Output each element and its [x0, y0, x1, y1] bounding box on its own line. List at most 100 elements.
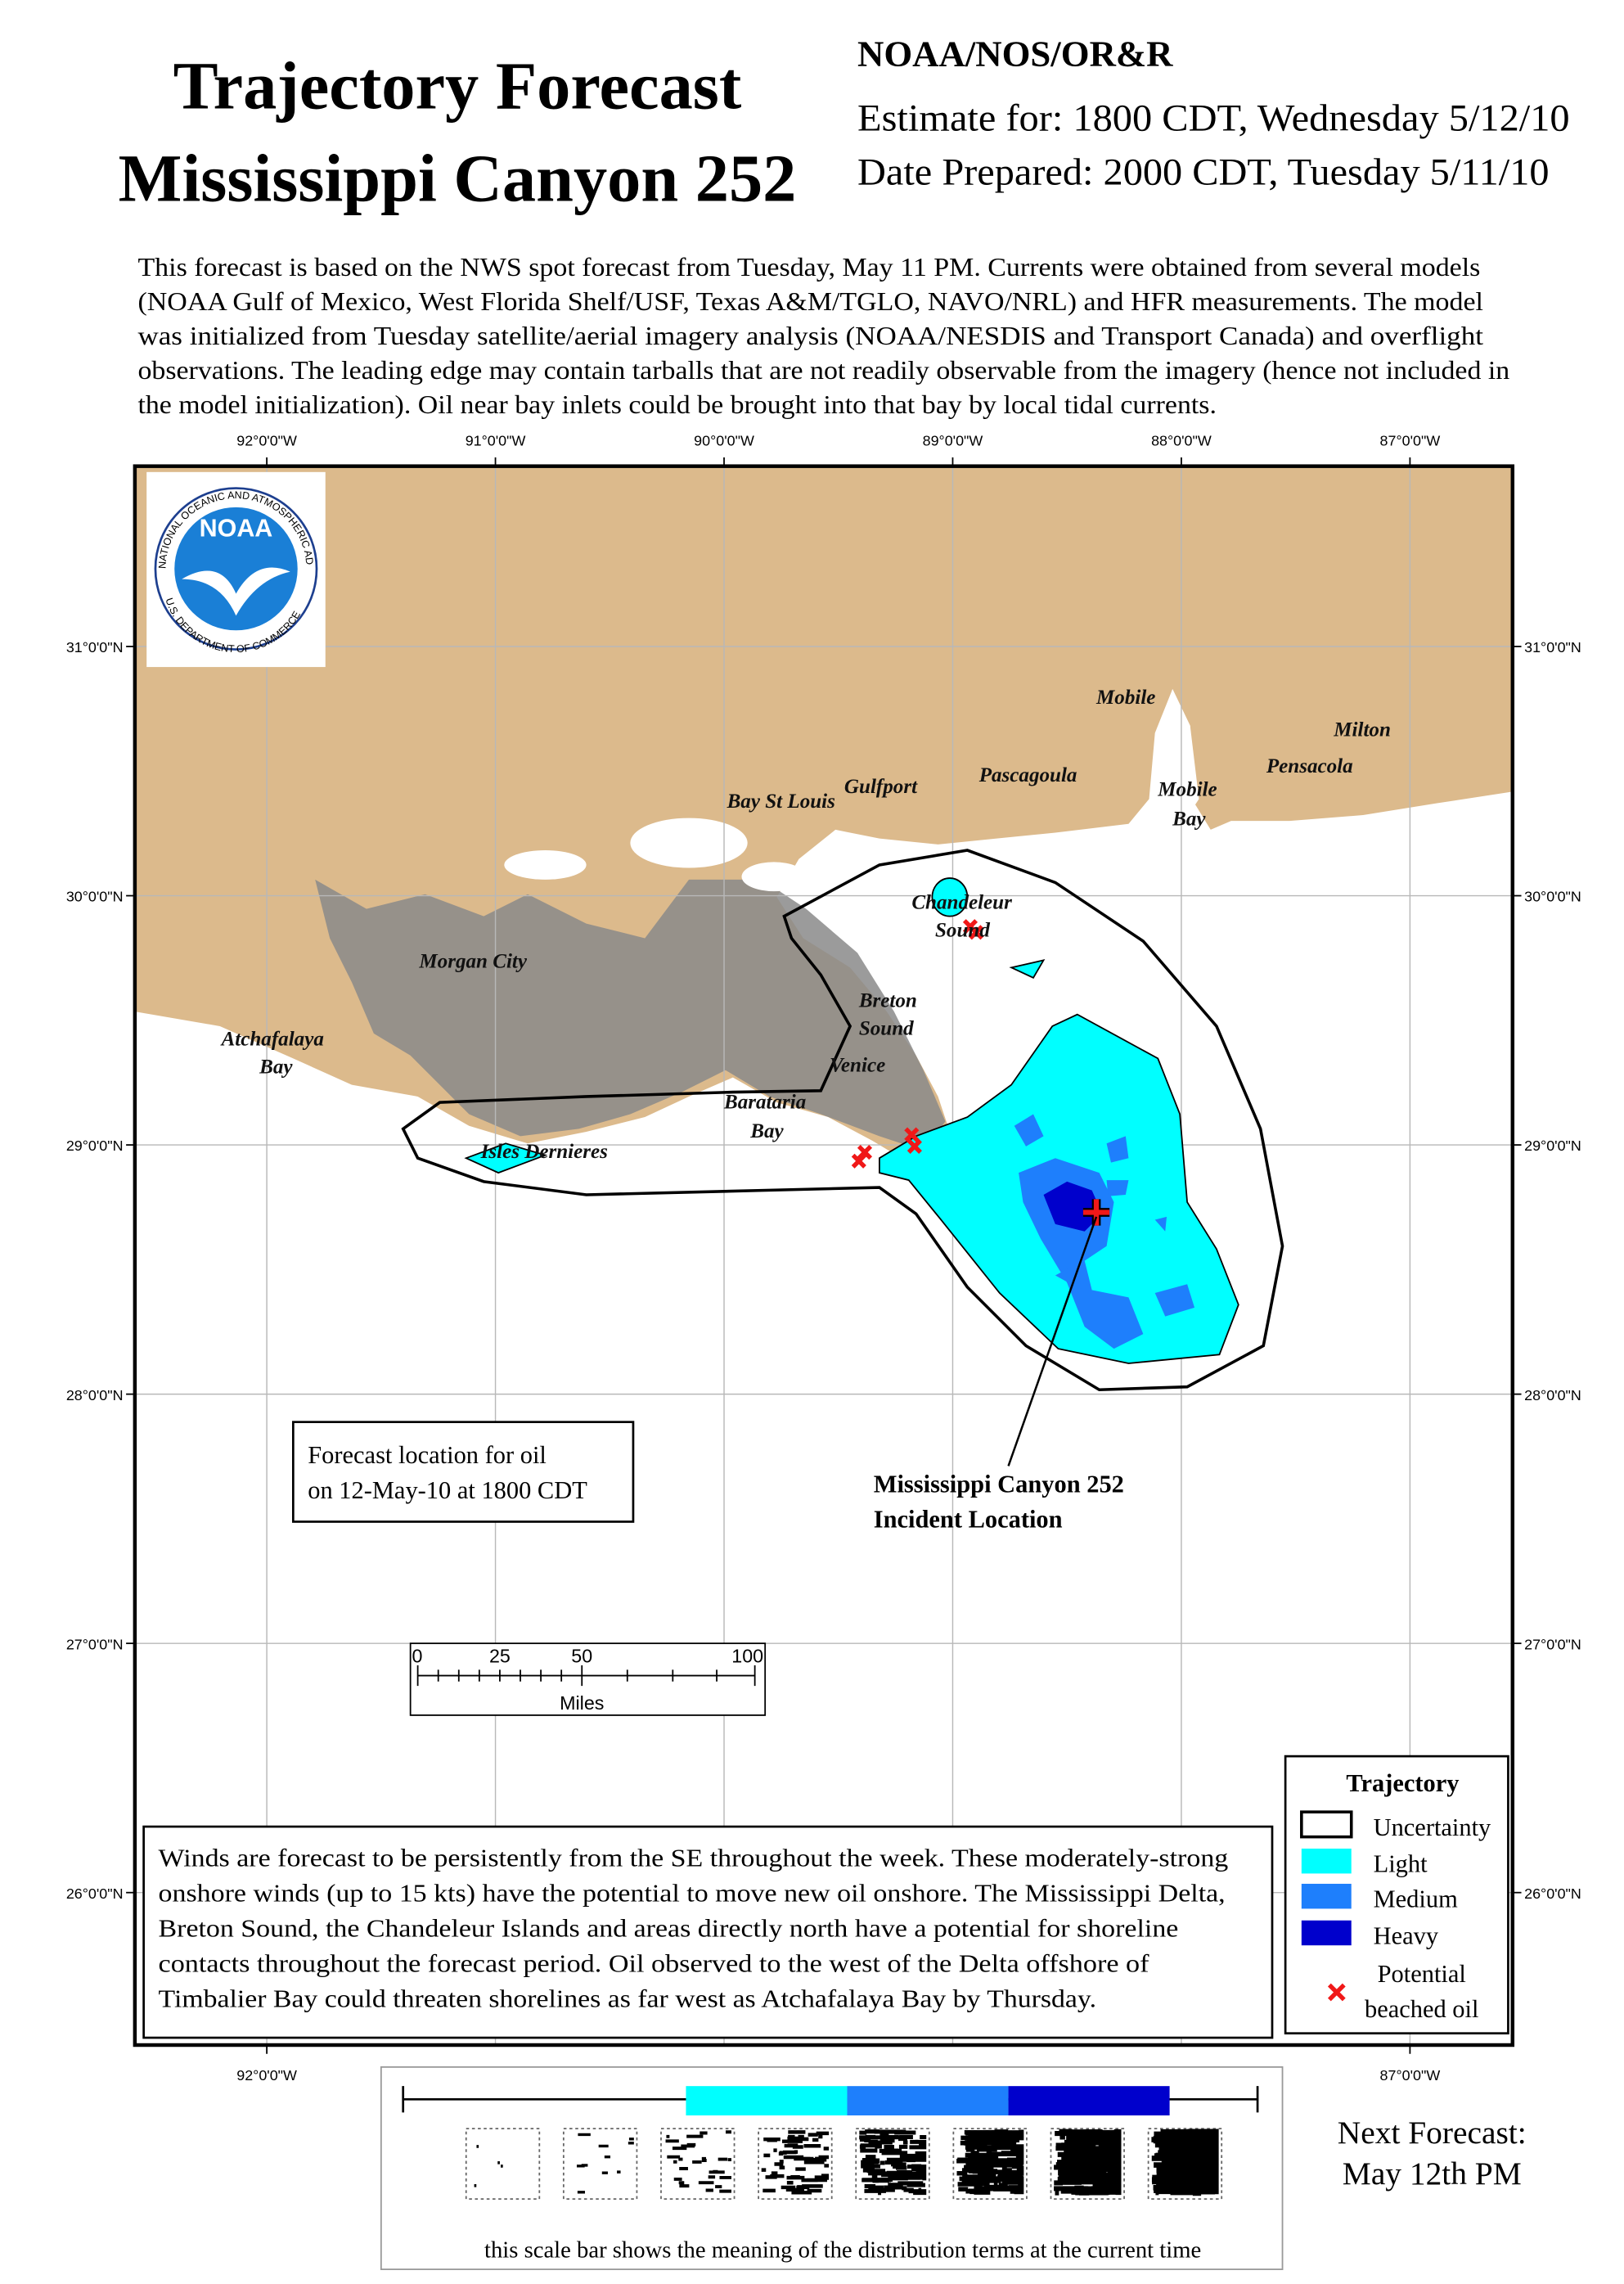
winds-line: contacts throughout the forecast period.…: [159, 1949, 1150, 1977]
place-label: Isles Dernieres: [480, 1141, 608, 1163]
latitude-label: 28°0'0"N: [66, 1387, 124, 1403]
leader-line: [1007, 1216, 1098, 1466]
lake: [630, 818, 748, 868]
agency: NOAA/NOS/OR&R: [857, 34, 1173, 74]
distribution-icons: [465, 2128, 1223, 2200]
legend-label: Light: [1374, 1850, 1428, 1878]
icon-pattern: [859, 2129, 927, 2196]
icon-pattern: [1151, 2129, 1219, 2196]
latitude-label: 30°0'0"N: [66, 889, 124, 905]
legend-label: Potential: [1378, 1960, 1466, 1988]
latitude-label: 29°0'0"N: [66, 1137, 124, 1154]
latitude-label: 31°0'0"N: [1524, 639, 1581, 655]
place-label: Venice: [830, 1055, 885, 1077]
incident-label: Mississippi Canyon 252: [874, 1471, 1124, 1498]
estimate: Estimate for: 1800 CDT, Wednesday 5/12/1…: [857, 97, 1570, 139]
scale-tick: 100: [731, 1645, 763, 1666]
place-label: Breton: [858, 990, 917, 1012]
mobile-bay: [1150, 688, 1199, 829]
place-label: Atchafalaya: [220, 1028, 324, 1050]
winds-text: Winds are forecast to be persistently fr…: [159, 1844, 1229, 2012]
latitude-label: 29°0'0"N: [1524, 1137, 1581, 1154]
heavy-oil: [1043, 1181, 1103, 1232]
legend-swatch: [1300, 1810, 1353, 1839]
place-label: Morgan City: [418, 950, 527, 972]
longitude-label: 91°0'0"W: [466, 433, 526, 449]
next-forecast: May 12th PM: [1343, 2156, 1522, 2192]
beached-oil: [851, 919, 984, 1169]
description-line: the model initialization). Oil near bay …: [137, 390, 1216, 419]
winds-line: Winds are forecast to be persistently fr…: [159, 1844, 1229, 1872]
longitude-label: 87°0'0"W: [1380, 2067, 1441, 2084]
place-label: Bay: [1172, 809, 1206, 831]
legend-swatch: [1301, 1883, 1352, 1909]
distance-scale-bar: [416, 1665, 756, 1687]
lake: [504, 850, 587, 880]
scale-tick: 25: [489, 1645, 511, 1666]
title: Trajectory Forecast: [173, 49, 742, 124]
logo-name: NOAA: [200, 515, 273, 543]
place-label: Sound: [935, 920, 990, 942]
incident-marker: [1082, 1199, 1110, 1226]
description-line: This forecast is based on the NWS spot f…: [137, 253, 1480, 282]
latitude-label: 26°0'0"N: [1524, 1885, 1581, 1902]
place-label: Milton: [1333, 719, 1391, 741]
legend-title: Trajectory: [1346, 1769, 1459, 1797]
legend-label: Medium: [1374, 1885, 1458, 1913]
scale-tick: 50: [571, 1645, 592, 1666]
next-forecast: Next Forecast:: [1338, 2115, 1527, 2151]
forecast-text: Forecast location for oil: [308, 1441, 547, 1469]
legend-label: Heavy: [1374, 1921, 1439, 1949]
latitude-label: 27°0'0"N: [66, 1636, 124, 1652]
description: This forecast is based on the NWS spot f…: [137, 253, 1509, 419]
icon-frame: [660, 2128, 736, 2200]
lake: [741, 862, 807, 892]
icon-frame: [465, 2128, 541, 2200]
icon-pattern: [576, 2133, 634, 2194]
description-line: observations. The leading edge may conta…: [137, 356, 1509, 385]
distance-scale-box: [409, 1642, 767, 1716]
longitude-label: 89°0'0"W: [923, 433, 983, 449]
latitude-label: 31°0'0"N: [66, 639, 124, 655]
icon-pattern: [956, 2129, 1024, 2195]
coordinate-labels: 92°0'0"W 92°0'0"W 91°0'0"W 90°0'0"W 89°0'0"W…: [66, 433, 1581, 2084]
place-label: Sound: [859, 1018, 914, 1040]
place-label: Bay St Louis: [727, 791, 835, 813]
latitude-label: 30°0'0"N: [1524, 889, 1581, 905]
uncertainty-outline: [401, 849, 1284, 1392]
icon-frame: [562, 2128, 638, 2200]
winds-line: onshore winds (up to 15 kts) have the po…: [159, 1879, 1226, 1907]
logo-disk: [174, 507, 298, 631]
logo-bird: [182, 567, 290, 616]
longitude-label: 92°0'0"W: [236, 433, 297, 449]
place-label: Mobile: [1157, 779, 1217, 801]
place-label: Barataria: [723, 1091, 806, 1113]
marsh: [315, 879, 946, 1151]
icon-pattern: [1054, 2129, 1122, 2196]
place-label: Bay: [749, 1120, 784, 1142]
icon-pattern: [665, 2130, 731, 2193]
longitude-label: 88°0'0"W: [1151, 433, 1212, 449]
icon-pattern: [761, 2130, 830, 2195]
description-line: was initialized from Tuesday satellite/a…: [137, 322, 1483, 350]
scale-tick: 0: [412, 1645, 422, 1666]
light-oil: [464, 1142, 548, 1174]
description-line: (NOAA Gulf of Mexico, West Florida Shelf…: [137, 287, 1483, 316]
winds-line: Timbalier Bay could threaten shorelines …: [159, 1984, 1096, 2012]
distribution-medium: [847, 2086, 1009, 2115]
place-label: Pensacola: [1266, 755, 1353, 777]
winds-line: Breton Sound, the Chandeleur Islands and…: [159, 1914, 1179, 1942]
scale-unit: Miles: [560, 1692, 604, 1714]
forecast-text: on 12-May-10 at 1800 CDT: [308, 1476, 587, 1504]
prepared: Date Prepared: 2000 CDT, Tuesday 5/11/10: [857, 152, 1550, 194]
icon-pattern: [474, 2145, 503, 2187]
light-oil: [931, 877, 969, 917]
longitude-label: 92°0'0"W: [236, 2067, 297, 2084]
legend-swatch: [1301, 1848, 1352, 1874]
distribution-heavy: [1008, 2086, 1170, 2115]
incident-label: Incident Location: [874, 1506, 1063, 1534]
place-label: Chandeleur: [911, 892, 1012, 914]
longitude-label: 87°0'0"W: [1380, 433, 1441, 449]
